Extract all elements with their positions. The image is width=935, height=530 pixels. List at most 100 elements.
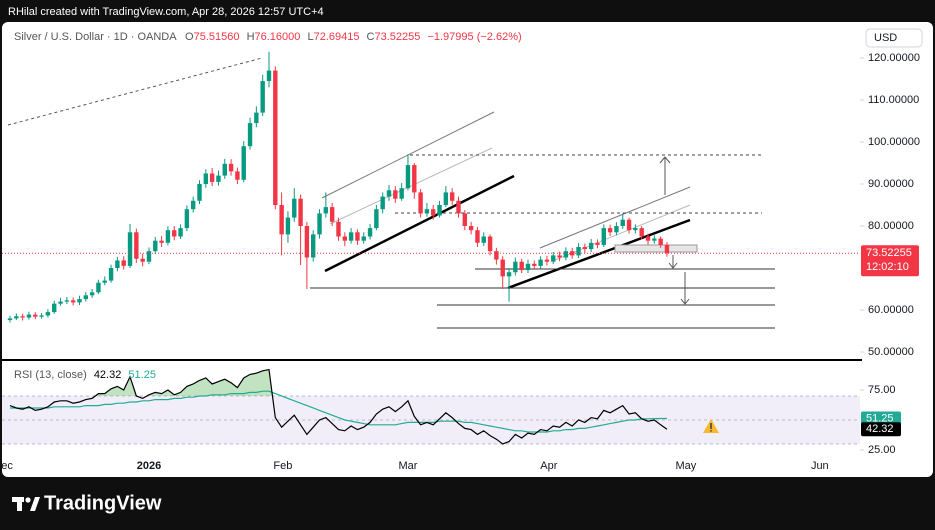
rsi-badge-label: 51.25 <box>866 412 894 424</box>
support-trendline <box>324 174 515 273</box>
y-tick-label: 50.00000 <box>868 346 914 358</box>
candle-body <box>576 246 581 256</box>
candle-body <box>405 165 411 189</box>
candle-body <box>399 188 404 199</box>
candle-body <box>494 251 499 260</box>
candle-body <box>557 255 562 258</box>
candle-body <box>311 234 316 258</box>
symbol-title: Silver / U.S. Dollar · 1D · OANDA <box>14 31 177 43</box>
candle-body <box>355 232 360 241</box>
x-tick-label: 2026 <box>137 460 161 472</box>
candle-body <box>329 207 335 222</box>
support-trendline <box>507 218 691 290</box>
candle-body <box>525 263 531 271</box>
candle-body <box>342 236 347 241</box>
candle-body <box>614 225 619 233</box>
candle-body <box>228 163 234 172</box>
candle-body <box>14 316 19 319</box>
candle-body <box>254 112 259 124</box>
candle-body <box>7 318 13 321</box>
candle-body <box>336 221 341 237</box>
candle-body <box>652 238 657 241</box>
candle-body <box>216 175 221 182</box>
candle-body <box>361 236 366 241</box>
candle-body <box>39 315 44 317</box>
rsi-badge <box>861 411 901 426</box>
candle-body <box>645 236 651 241</box>
rsi-ma-value: 51.25 <box>128 369 156 381</box>
ohlc-key: L <box>307 31 313 43</box>
chart-panel <box>2 22 933 477</box>
countdown: 12:02:10 <box>866 261 909 273</box>
y-tick-label: 25.00 <box>868 444 896 456</box>
candle-body <box>513 261 518 273</box>
candle-body <box>449 192 455 201</box>
candle-body <box>443 192 449 205</box>
candle-body <box>506 272 512 277</box>
candle-body <box>393 190 398 199</box>
dashed-trendline <box>7 57 263 126</box>
candle-body <box>209 173 215 182</box>
candle-body <box>121 260 126 266</box>
candle-body <box>20 316 25 318</box>
logo-part <box>30 497 40 511</box>
candle-body <box>456 200 461 214</box>
warning-icon[interactable] <box>703 419 719 433</box>
candle-body <box>437 204 442 216</box>
rsi-line <box>9 390 667 433</box>
warning-bar <box>710 423 712 429</box>
overbought-fill <box>95 369 273 396</box>
candle-body <box>83 295 89 300</box>
candle-body <box>588 242 594 250</box>
logo-part <box>25 497 31 503</box>
header-text: RHilal created with TradingView.com, Apr… <box>8 6 324 18</box>
candle-body <box>33 314 38 317</box>
ohlc-key: H <box>247 31 255 43</box>
candle-body <box>64 300 70 302</box>
legend: Silver / U.S. Dollar · 1D · OANDA O75.51… <box>14 31 522 43</box>
candle-body <box>582 246 588 250</box>
candle-body <box>348 232 354 241</box>
price-pane <box>2 51 860 323</box>
logo-part <box>17 497 22 511</box>
ohlc-value: 73.52255 <box>375 31 421 43</box>
candle-body <box>386 190 392 197</box>
arrow-down <box>680 272 690 305</box>
candle-body <box>626 219 632 231</box>
candle-body <box>292 198 297 218</box>
candle-body <box>487 236 493 252</box>
rsi-line <box>9 368 668 445</box>
currency[interactable]: USD <box>874 32 897 44</box>
candle-body <box>165 230 171 243</box>
y-tick-label: 75.00 <box>868 384 896 396</box>
candle-body <box>418 192 423 214</box>
candle-body <box>89 292 95 296</box>
rsi-pane <box>2 368 860 445</box>
footer-logo: TradingView <box>44 492 162 514</box>
candle-body <box>184 209 190 229</box>
currency-button[interactable] <box>865 28 923 48</box>
arrow-down <box>668 255 678 269</box>
candle-body <box>317 213 322 235</box>
candle-body <box>475 230 480 243</box>
candle-body <box>146 251 152 262</box>
candle-body <box>374 209 379 229</box>
x-tick-label: Apr <box>540 460 557 472</box>
candle-body <box>108 267 114 281</box>
ohlc-key: O <box>185 31 194 43</box>
x-tick-label: Feb <box>273 460 292 472</box>
candle-body <box>468 225 474 231</box>
candle-body <box>285 217 291 235</box>
candle-body <box>563 251 569 258</box>
candle-body <box>279 204 284 235</box>
candle-body <box>607 228 613 233</box>
candle-body <box>633 228 638 231</box>
y-tick-label: 100.00000 <box>868 136 920 148</box>
x-tick-label: May <box>676 460 697 472</box>
candle-body <box>601 228 606 245</box>
candle-body <box>58 301 63 304</box>
warning-dot <box>710 430 712 432</box>
rsi-title: RSI (13, close) <box>14 369 87 381</box>
candle-body <box>203 173 209 184</box>
